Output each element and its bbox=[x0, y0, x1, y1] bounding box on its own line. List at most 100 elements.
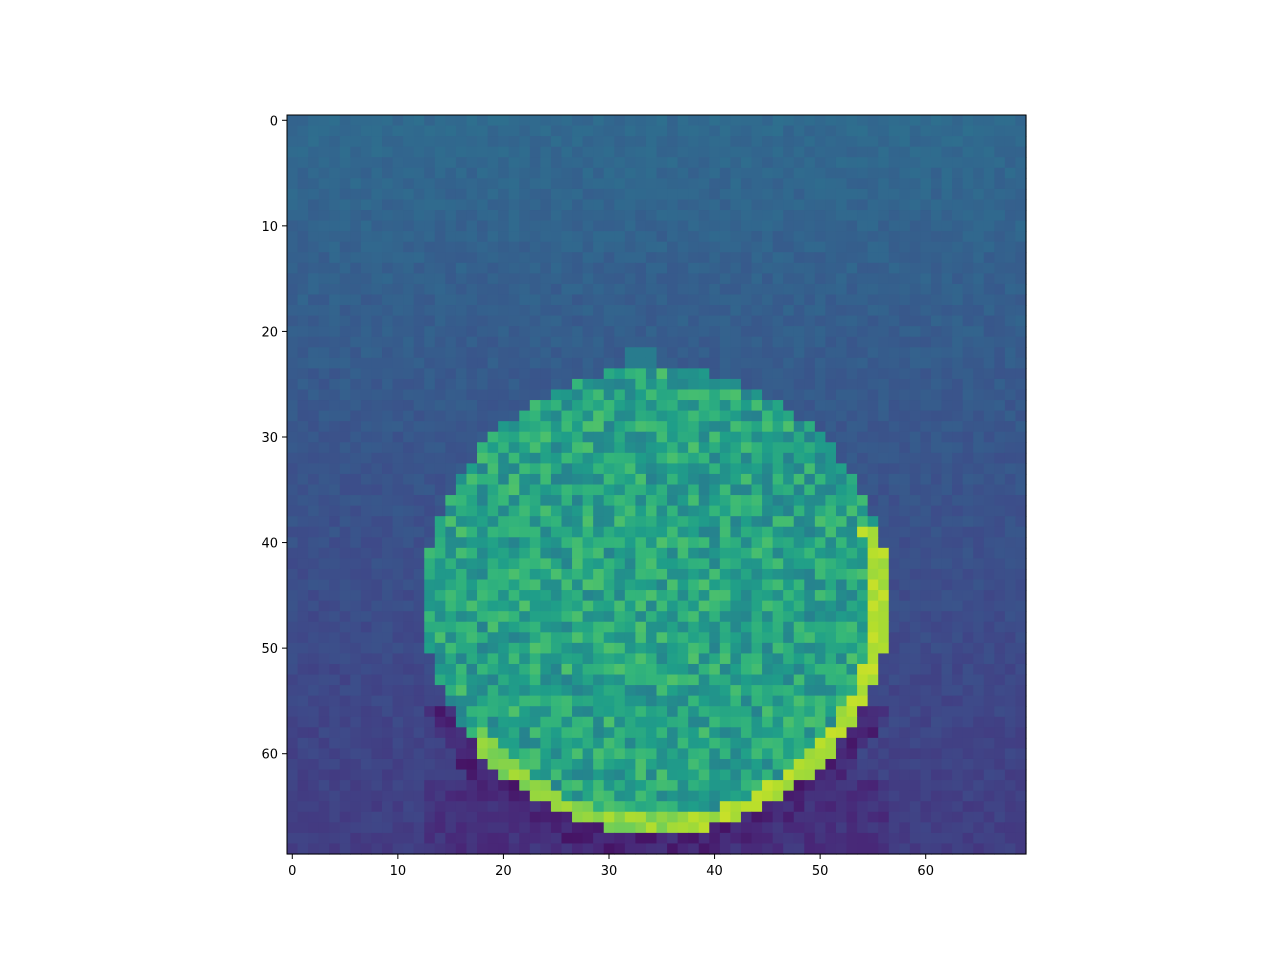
heatmap-cell bbox=[360, 389, 373, 401]
heatmap-cell bbox=[582, 811, 594, 823]
heatmap-cell bbox=[772, 706, 784, 718]
heatmap-cell bbox=[561, 780, 573, 792]
heatmap-cell bbox=[297, 526, 309, 538]
heatmap-cell bbox=[561, 716, 573, 728]
heatmap-cell bbox=[645, 790, 658, 802]
heatmap-cell bbox=[1015, 199, 1027, 211]
heatmap-cell bbox=[645, 336, 658, 348]
heatmap-cell bbox=[730, 326, 742, 338]
heatmap-cell bbox=[952, 157, 964, 169]
heatmap-cell bbox=[614, 273, 626, 285]
heatmap-cell bbox=[656, 199, 668, 211]
heatmap-cell bbox=[878, 357, 890, 369]
heatmap-cell bbox=[593, 442, 605, 454]
heatmap-cell bbox=[772, 790, 784, 802]
heatmap-cell bbox=[909, 674, 922, 686]
heatmap-cell bbox=[413, 706, 425, 718]
heatmap-cell bbox=[360, 315, 373, 327]
heatmap-cell bbox=[519, 674, 531, 686]
heatmap-cell bbox=[508, 811, 520, 823]
heatmap-cell bbox=[656, 484, 668, 496]
heatmap-cell bbox=[508, 357, 520, 369]
heatmap-cell bbox=[772, 442, 784, 454]
heatmap-cell bbox=[371, 674, 383, 686]
heatmap-cell bbox=[455, 378, 468, 391]
heatmap-cell bbox=[603, 357, 615, 369]
heatmap-cell bbox=[983, 210, 995, 222]
heatmap-cell bbox=[297, 326, 309, 338]
heatmap-cell bbox=[455, 294, 468, 306]
heatmap-cell bbox=[582, 347, 594, 359]
heatmap-cell bbox=[498, 737, 510, 750]
heatmap-cell bbox=[698, 653, 710, 665]
heatmap-cell bbox=[656, 663, 668, 676]
heatmap-cell bbox=[603, 157, 615, 169]
heatmap-cell bbox=[656, 220, 668, 232]
heatmap-cell bbox=[350, 716, 362, 728]
heatmap-cell bbox=[740, 600, 753, 612]
heatmap-cell bbox=[994, 452, 1006, 464]
heatmap-cell bbox=[645, 547, 658, 559]
heatmap-cell bbox=[445, 537, 457, 549]
heatmap-cell bbox=[1015, 231, 1027, 243]
heatmap-cell bbox=[698, 315, 710, 327]
heatmap-cell bbox=[804, 326, 816, 338]
heatmap-cell bbox=[846, 262, 858, 274]
heatmap-cell bbox=[318, 336, 330, 348]
heatmap-cell bbox=[1004, 357, 1017, 369]
heatmap-cell bbox=[350, 505, 362, 517]
heatmap-cell bbox=[424, 568, 436, 581]
x-tick-label: 0 bbox=[288, 864, 296, 879]
heatmap-cell bbox=[645, 526, 658, 538]
heatmap-cell bbox=[508, 410, 520, 422]
heatmap-cell bbox=[519, 484, 531, 496]
heatmap-cell bbox=[561, 695, 573, 707]
heatmap-cell bbox=[297, 505, 309, 517]
heatmap-cell bbox=[867, 611, 879, 623]
heatmap-cell bbox=[519, 220, 531, 232]
heatmap-cell bbox=[519, 558, 531, 570]
heatmap-cell bbox=[329, 716, 341, 728]
heatmap-cell bbox=[392, 294, 404, 306]
heatmap-cell bbox=[994, 188, 1006, 201]
heatmap-cell bbox=[740, 357, 753, 369]
heatmap-cell bbox=[804, 716, 816, 728]
y-tick-label: 30 bbox=[261, 431, 278, 446]
heatmap-cell bbox=[888, 146, 900, 158]
heatmap-cell bbox=[677, 769, 689, 781]
heatmap-cell bbox=[287, 590, 299, 602]
heatmap-cell bbox=[772, 368, 784, 380]
heatmap-cell bbox=[360, 283, 373, 296]
heatmap-cell bbox=[857, 621, 869, 633]
heatmap-cell bbox=[360, 758, 373, 771]
heatmap-cell bbox=[994, 653, 1006, 665]
heatmap-cell bbox=[519, 336, 531, 348]
heatmap-cell bbox=[677, 600, 689, 612]
heatmap-cell bbox=[308, 178, 320, 190]
heatmap-cell bbox=[561, 473, 573, 486]
heatmap-cell bbox=[498, 125, 510, 137]
heatmap-cell bbox=[593, 210, 605, 222]
heatmap-cell bbox=[730, 389, 742, 401]
heatmap-cell bbox=[1015, 146, 1027, 158]
heatmap-cell bbox=[783, 716, 795, 728]
heatmap-cell bbox=[434, 157, 446, 169]
heatmap-cell bbox=[994, 558, 1006, 570]
heatmap-cell bbox=[529, 294, 541, 306]
heatmap-cell bbox=[519, 262, 531, 274]
heatmap-cell bbox=[572, 832, 584, 845]
heatmap-cell bbox=[962, 252, 974, 264]
heatmap-cell bbox=[835, 811, 848, 823]
heatmap-cell bbox=[867, 537, 879, 549]
heatmap-cell bbox=[392, 220, 404, 232]
heatmap-cell bbox=[508, 590, 520, 602]
heatmap-cell bbox=[667, 769, 679, 781]
heatmap-cell bbox=[740, 495, 753, 507]
heatmap-cell bbox=[529, 695, 541, 707]
heatmap-cell bbox=[455, 716, 468, 728]
heatmap-cell bbox=[994, 178, 1006, 190]
heatmap-cell bbox=[751, 252, 763, 264]
heatmap-cell bbox=[329, 727, 341, 739]
heatmap-cell bbox=[962, 305, 974, 317]
heatmap-cell bbox=[719, 305, 731, 317]
